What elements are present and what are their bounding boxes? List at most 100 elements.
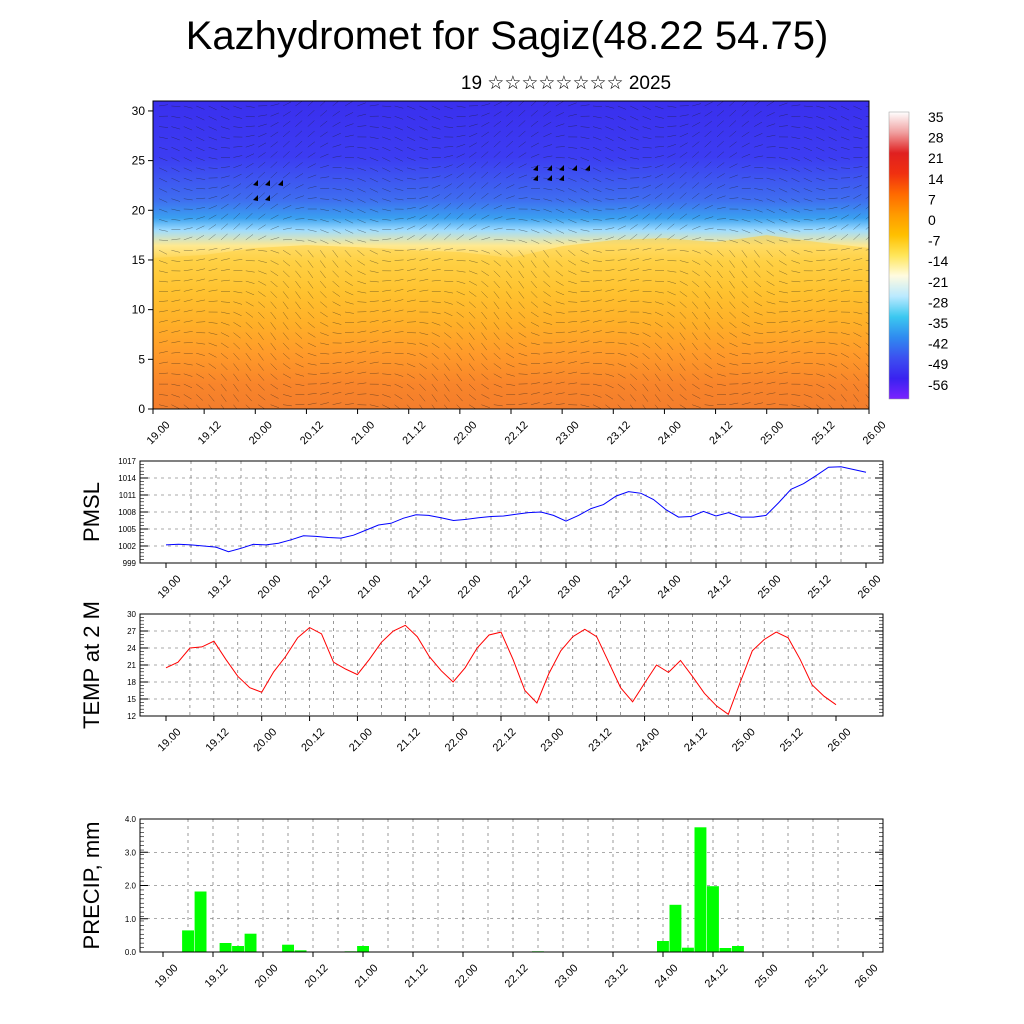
wind-barb bbox=[580, 219, 590, 223]
wind-barb bbox=[233, 301, 243, 305]
wind-barb bbox=[692, 342, 698, 351]
wind-barb bbox=[766, 371, 776, 375]
wind-barb bbox=[505, 291, 512, 299]
wind-barb bbox=[828, 352, 838, 356]
wind-barb bbox=[493, 151, 501, 158]
wind-barb bbox=[344, 311, 354, 314]
wind-barb bbox=[196, 188, 206, 190]
wind-barb bbox=[568, 260, 577, 266]
wind-barb bbox=[555, 208, 565, 214]
wind-barb bbox=[233, 383, 239, 392]
wind-barb bbox=[617, 206, 627, 210]
wind-barb bbox=[754, 332, 764, 334]
precip-frame bbox=[139, 818, 884, 953]
wind-barb bbox=[816, 289, 825, 292]
wind-barb bbox=[369, 394, 379, 396]
wind-barb bbox=[803, 116, 813, 119]
y-tick-label: 21 bbox=[127, 661, 136, 670]
wind-barb bbox=[245, 322, 253, 329]
wind-barb bbox=[431, 394, 438, 402]
wind-barb bbox=[258, 182, 265, 189]
wind-barb bbox=[332, 280, 340, 288]
wind-barb bbox=[456, 270, 466, 273]
wind-barb bbox=[220, 353, 229, 360]
wind-barb bbox=[580, 136, 590, 140]
wind-barb bbox=[791, 167, 800, 172]
wind-barb bbox=[233, 223, 241, 230]
wind-barb bbox=[654, 223, 662, 230]
wind-barb bbox=[258, 213, 266, 220]
wind-barb bbox=[493, 332, 500, 340]
wind-barb bbox=[406, 289, 416, 292]
wind-barb bbox=[555, 331, 565, 333]
wind-barb bbox=[716, 352, 725, 358]
precip-bar bbox=[669, 904, 682, 952]
wind-barb bbox=[320, 198, 330, 200]
y-tick-label: 10 bbox=[132, 303, 146, 317]
wind-barb bbox=[704, 172, 712, 179]
wind-barb bbox=[555, 341, 565, 344]
wind-barb bbox=[654, 126, 664, 129]
wind-barb bbox=[828, 268, 838, 272]
wind-barb bbox=[183, 218, 193, 220]
wind-barb bbox=[778, 167, 788, 171]
wind-barb bbox=[704, 301, 711, 310]
wind-barb bbox=[171, 341, 181, 344]
x-tick-label: 23.00 bbox=[554, 419, 582, 447]
wind-barb bbox=[617, 299, 627, 302]
wind-barb bbox=[716, 173, 725, 179]
wind-barb bbox=[394, 299, 404, 302]
wind-barb bbox=[382, 188, 391, 192]
wind-barb bbox=[530, 142, 540, 148]
wind-barb bbox=[444, 105, 453, 110]
x-tick-label: 20.12 bbox=[306, 573, 334, 601]
precip-bar bbox=[707, 886, 719, 952]
wind-barb bbox=[530, 229, 540, 234]
wind-barb bbox=[233, 248, 243, 251]
wind-barb bbox=[555, 250, 563, 257]
wind-barb bbox=[171, 146, 180, 152]
wind-barb bbox=[233, 193, 241, 199]
wind-barb bbox=[716, 291, 723, 299]
wind-barb bbox=[778, 229, 788, 233]
wind-barb bbox=[394, 363, 404, 366]
wind-barb bbox=[406, 363, 416, 368]
wind-barb bbox=[654, 203, 662, 210]
wind-barb bbox=[220, 247, 230, 251]
wind-barb bbox=[778, 361, 788, 364]
wind-barb bbox=[431, 166, 441, 169]
wind-barb bbox=[741, 342, 751, 346]
wind-barb bbox=[617, 289, 627, 292]
wind-barb bbox=[766, 381, 776, 385]
wind-barb bbox=[158, 198, 168, 203]
wind-barb bbox=[431, 363, 439, 371]
wind-barb bbox=[332, 121, 341, 127]
wind-barb bbox=[555, 291, 565, 296]
wind-barb bbox=[295, 120, 303, 127]
colorbar-label: -14 bbox=[928, 253, 948, 269]
wind-barb bbox=[704, 227, 714, 230]
wind-barb bbox=[171, 157, 180, 162]
wind-barb bbox=[555, 381, 565, 385]
wind-barb bbox=[245, 280, 255, 284]
wind-barb bbox=[778, 393, 789, 395]
wind-barb bbox=[605, 373, 615, 377]
wind-barb bbox=[394, 383, 403, 389]
wind-barb bbox=[431, 126, 441, 130]
wind-barb bbox=[481, 112, 490, 117]
wind-barb bbox=[692, 291, 699, 298]
wind-barb bbox=[357, 361, 367, 364]
wind-barb bbox=[716, 206, 726, 210]
wind-barb bbox=[791, 177, 800, 183]
wind-barb bbox=[642, 203, 651, 210]
wind-barb bbox=[468, 383, 476, 391]
wind-barb bbox=[791, 394, 801, 396]
wind-barb bbox=[332, 402, 342, 405]
wind-barb bbox=[382, 351, 392, 354]
wind-barb bbox=[543, 155, 553, 158]
wind-barb bbox=[679, 133, 689, 138]
wind-barb bbox=[803, 289, 813, 292]
wind-barb bbox=[828, 373, 837, 379]
wind-barb bbox=[295, 151, 303, 158]
wind-barb bbox=[754, 402, 764, 405]
